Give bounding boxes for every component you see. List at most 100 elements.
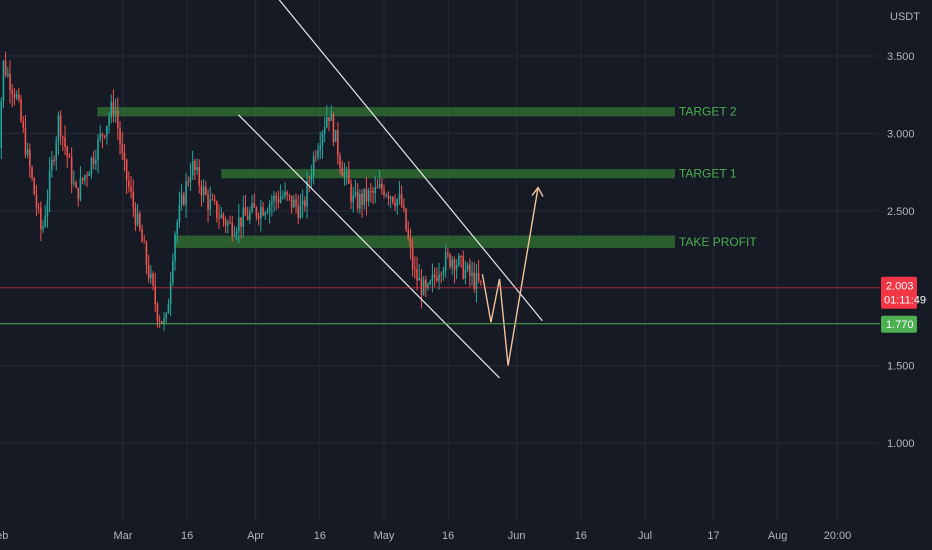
candle-body	[396, 199, 399, 207]
candle-body	[33, 178, 36, 195]
candle-body	[224, 220, 227, 226]
candle-body	[77, 187, 80, 200]
candle-body	[480, 280, 482, 282]
x-tick-label: Aug	[768, 530, 788, 542]
candle-body	[121, 144, 124, 153]
x-tick-label: 16	[181, 530, 193, 542]
candle-body	[321, 133, 324, 146]
candle-body	[233, 234, 236, 236]
channel-line[interactable]	[238, 114, 500, 379]
candle-body	[352, 195, 355, 203]
projection-path[interactable]	[481, 186, 544, 366]
candle-body	[262, 206, 264, 216]
candle-body	[398, 194, 401, 200]
candle-body	[290, 195, 293, 208]
candle-body	[409, 238, 412, 248]
candle-body	[178, 204, 181, 223]
candle-body	[374, 187, 377, 193]
candle-body	[130, 186, 132, 192]
candle-body	[147, 265, 150, 279]
candle-body	[339, 156, 341, 168]
candle-body	[13, 93, 16, 98]
candle-body	[187, 181, 190, 183]
candle-body	[394, 202, 396, 207]
candle-body	[103, 135, 106, 137]
candle-body	[332, 114, 335, 142]
candle-body	[42, 226, 44, 230]
candle-body	[66, 146, 69, 157]
candle-body	[81, 177, 84, 181]
candle-body	[90, 157, 93, 174]
candle-body	[260, 206, 262, 219]
descending-channel[interactable]	[238, 0, 543, 379]
candle-body	[216, 201, 218, 218]
candle-body	[255, 207, 258, 216]
candle-body	[242, 207, 245, 227]
candle-body	[350, 183, 352, 203]
candle-body	[106, 125, 108, 137]
candle-body	[416, 268, 418, 281]
candle-body	[326, 117, 328, 128]
candle-body	[163, 318, 165, 324]
candle-body	[167, 304, 170, 314]
candle-body	[73, 182, 75, 184]
support-price-badge[interactable]: 1.770	[881, 315, 917, 333]
candle-body	[249, 211, 251, 220]
channel-line[interactable]	[277, 0, 543, 322]
candle-body	[202, 186, 205, 196]
candle-body	[205, 186, 207, 195]
projection-line[interactable]	[481, 187, 539, 366]
last-price-badge[interactable]: 2.003 01:11:49	[881, 276, 926, 309]
candle-body	[189, 175, 192, 183]
candle-body	[464, 269, 467, 279]
candle-body	[9, 73, 11, 90]
candle-body	[183, 194, 185, 205]
target-zone	[174, 235, 675, 248]
price-axis[interactable]: 3.500 3.000 2.500 1.500 1.000 2.003 01:11:49 1.…	[881, 51, 926, 450]
candle-body	[275, 195, 278, 200]
candle-body	[420, 277, 423, 296]
candle-body	[211, 199, 214, 201]
candle-body	[477, 273, 480, 281]
candle-body	[370, 190, 372, 192]
candle-body	[354, 192, 357, 196]
candle-body	[26, 149, 29, 155]
candle-body	[51, 159, 53, 171]
candle-body	[2, 60, 5, 102]
candle-body	[312, 156, 315, 176]
candle-body	[31, 167, 33, 179]
candle-body	[229, 222, 231, 224]
candle-body	[427, 283, 429, 289]
candle-body	[418, 277, 421, 281]
target-zone	[97, 107, 675, 117]
candle-body	[156, 304, 159, 321]
candle-body	[381, 183, 383, 190]
candle-body	[29, 149, 31, 168]
candle-body	[363, 188, 366, 205]
candle-body	[161, 321, 163, 324]
candle-body	[150, 273, 152, 279]
candle-body	[35, 194, 38, 208]
candle-body	[378, 183, 381, 188]
candle-body	[128, 180, 130, 187]
candle-body	[444, 252, 447, 271]
candle-body	[48, 170, 51, 201]
candle-body	[200, 185, 203, 196]
candle-body	[288, 194, 291, 196]
candle-body	[266, 212, 269, 214]
candle-body	[460, 256, 462, 258]
candle-body	[244, 207, 247, 216]
candle-body	[414, 268, 416, 270]
candle-body	[253, 203, 256, 208]
candle-body	[429, 281, 432, 284]
candle-body	[75, 182, 77, 188]
candle-body	[319, 145, 322, 151]
candle-body	[220, 214, 223, 218]
candle-body	[403, 205, 405, 209]
candle-body	[141, 229, 143, 243]
candle-body	[95, 160, 97, 164]
time-axis[interactable]: Feb Mar 16 Apr 16 May 16 Jun 16 Jul 17 Aug 20:00	[0, 530, 851, 542]
candle-body	[44, 215, 47, 227]
candle-body	[308, 181, 311, 183]
